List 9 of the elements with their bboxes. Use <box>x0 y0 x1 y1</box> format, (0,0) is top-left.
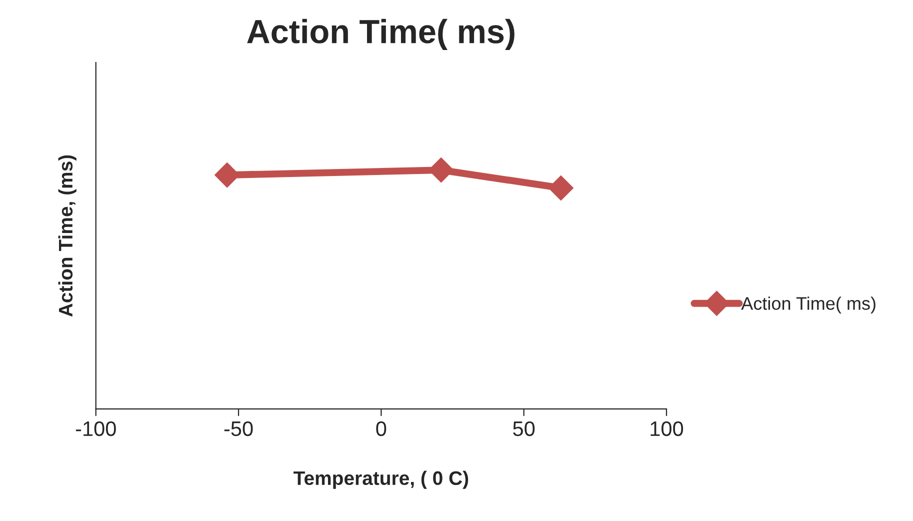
x-axis-title: Temperature, ( 0 C) <box>294 470 468 489</box>
chart-title: Action Time( ms) <box>247 18 514 50</box>
x-tick-label: -50 <box>224 421 253 436</box>
x-tick-label: 50 <box>513 421 535 436</box>
legend-label: Action Time( ms) <box>741 296 876 314</box>
x-tick-label: 100 <box>650 421 684 436</box>
x-tick-label: 0 <box>376 421 386 436</box>
x-tick-label: -100 <box>76 421 116 436</box>
y-axis-title: Action Time, (ms) <box>58 155 76 317</box>
